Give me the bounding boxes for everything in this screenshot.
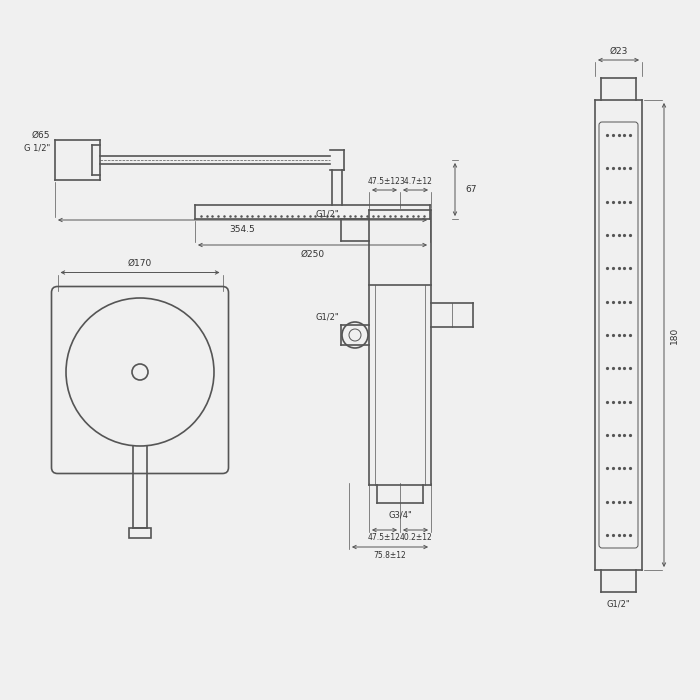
- Text: G3/4": G3/4": [388, 510, 412, 519]
- Text: 47.5±12: 47.5±12: [368, 178, 401, 186]
- Text: 180: 180: [669, 326, 678, 344]
- Text: 40.2±12: 40.2±12: [399, 533, 432, 542]
- Text: Ø65: Ø65: [32, 130, 50, 139]
- Text: G1/2": G1/2": [607, 599, 630, 608]
- Text: 67: 67: [465, 185, 477, 194]
- Bar: [129, 528, 151, 538]
- Text: G1/2": G1/2": [316, 209, 339, 218]
- Text: G1/2": G1/2": [316, 312, 339, 321]
- Text: 75.8±12: 75.8±12: [374, 550, 407, 559]
- Text: Ø250: Ø250: [300, 249, 325, 258]
- Text: Ø170: Ø170: [128, 259, 152, 268]
- Text: 47.5±12: 47.5±12: [368, 533, 401, 542]
- Text: Ø23: Ø23: [609, 46, 628, 55]
- Text: G 1/2": G 1/2": [24, 144, 50, 153]
- Text: 354.5: 354.5: [230, 225, 256, 234]
- Text: 34.7±12: 34.7±12: [399, 178, 432, 186]
